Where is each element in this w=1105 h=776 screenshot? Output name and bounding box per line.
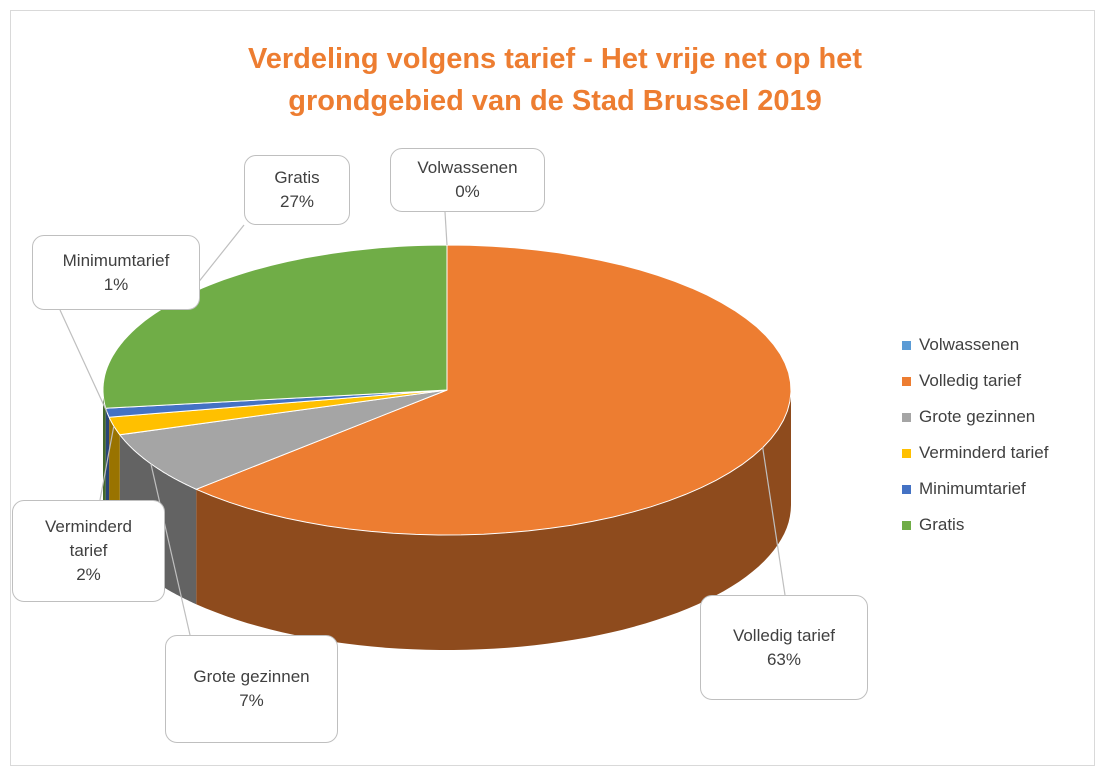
data-label: Minimumtarief 1% xyxy=(32,235,200,310)
data-label: Grote gezinnen 7% xyxy=(165,635,338,743)
label-value: 63% xyxy=(766,649,801,669)
leader-line xyxy=(444,211,448,246)
data-label-text: Grote gezinnen 7% xyxy=(193,665,309,713)
label-value: 1% xyxy=(103,274,129,294)
legend-swatch xyxy=(902,484,911,494)
legend-label: Grote gezinnen xyxy=(919,407,1036,426)
legend-label: Gratis xyxy=(919,515,965,534)
label-value: 0% xyxy=(455,182,480,201)
legend-swatch xyxy=(902,448,911,458)
legend-label: Minimumtarief xyxy=(919,479,1026,498)
label-value: 7% xyxy=(239,691,264,710)
leader-line xyxy=(150,463,191,636)
legend-item: Volwassenen xyxy=(902,335,1019,355)
legend-item: Gratis xyxy=(902,515,964,535)
legend-item: Verminderd tarief xyxy=(902,443,1048,463)
label-category: Volwassenen xyxy=(417,158,518,177)
label-category: Verminderd tarief xyxy=(45,517,132,560)
slice-side xyxy=(196,390,791,650)
chart-frame xyxy=(10,10,1095,766)
legend-item: Volledig tarief xyxy=(902,371,1021,391)
leader-line xyxy=(762,447,786,596)
legend-item: Minimumtarief xyxy=(902,479,1026,499)
legend-item: Grote gezinnen xyxy=(902,407,1035,427)
leader-line xyxy=(99,425,115,501)
data-label-text: Gratis 27% xyxy=(274,166,319,214)
label-category: Minimumtarief xyxy=(62,250,170,270)
legend-swatch xyxy=(902,340,911,350)
legend-label: Volwassenen xyxy=(919,335,1020,354)
data-label: Verminderd tarief 2% xyxy=(12,500,165,602)
leader-line xyxy=(59,309,108,413)
label-value: 27% xyxy=(279,192,315,211)
data-label-text: Verminderd tarief 2% xyxy=(35,515,142,587)
legend-label: Verminderd tarief xyxy=(919,443,1049,462)
legend-swatch xyxy=(902,520,911,530)
data-label: Gratis 27% xyxy=(244,155,350,225)
legend-swatch xyxy=(902,376,911,386)
data-label: Volledig tarief 63% xyxy=(700,595,868,700)
label-category: Grote gezinnen xyxy=(193,667,310,686)
data-label-text: Volledig tarief 63% xyxy=(733,624,835,672)
data-label-text: Volwassenen 0% xyxy=(417,156,517,204)
slice xyxy=(118,389,448,490)
legend-swatch xyxy=(902,412,911,422)
data-label: Volwassenen 0% xyxy=(390,148,545,212)
chart-title: Verdeling volgens tarief - Het vrije net… xyxy=(248,43,862,117)
label-category: Volledig tarief xyxy=(732,625,836,645)
label-value: 2% xyxy=(76,565,101,584)
label-category: Gratis xyxy=(274,168,320,187)
legend-label: Volledig tarief xyxy=(919,371,1022,390)
slice-side xyxy=(103,390,106,524)
data-label-text: Minimumtarief 1% xyxy=(63,249,170,297)
